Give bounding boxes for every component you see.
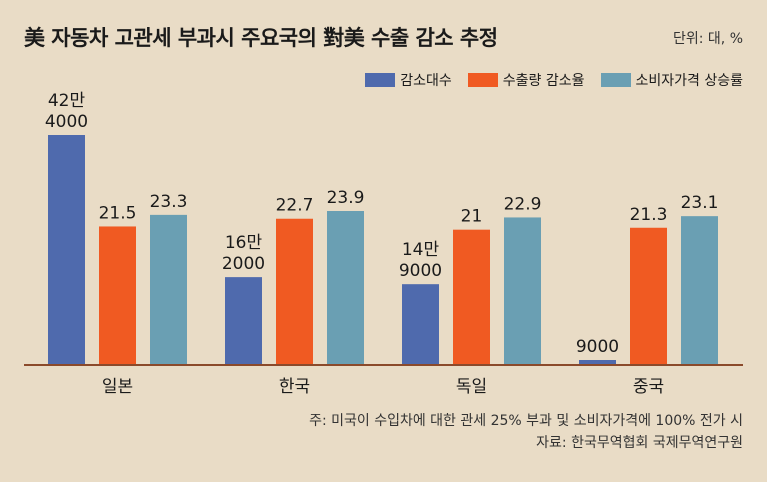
bar-독일-s1 <box>453 229 490 365</box>
data-label-한국-s2: 23.9 <box>327 188 365 208</box>
legend-swatch-count <box>365 73 396 87</box>
chart-title: 美 자동차 고관세 부과시 주요국의 對美 수출 감소 추정 <box>24 26 498 50</box>
bar-한국-s0 <box>225 277 262 365</box>
data-label-일본-s0: 42만 <box>48 91 86 111</box>
category-label-독일: 독일 <box>456 377 487 397</box>
legend-item-count: 감소대수 <box>365 70 452 90</box>
bar-중국-s2 <box>681 216 718 365</box>
note-text: 주: 미국이 수입차에 대한 관세 25% 부과 및 소비자가격에 100% 전… <box>309 413 743 429</box>
legend-item-export-rate: 수출량 감소율 <box>467 70 585 90</box>
bar-중국-s0 <box>579 360 616 365</box>
bar-중국-s1 <box>630 227 667 365</box>
legend: 감소대수 수출량 감소율 소비자가격 상승률 <box>365 70 743 90</box>
legend-label-count: 감소대수 <box>400 73 452 89</box>
bar-한국-s1 <box>276 218 313 365</box>
data-label-독일-s2: 22.9 <box>504 194 542 214</box>
bar-독일-s2 <box>504 217 541 365</box>
data-label-한국-s0: 2000 <box>222 254 265 274</box>
bar-한국-s2 <box>327 211 364 365</box>
category-label-한국: 한국 <box>279 377 310 397</box>
legend-label-price-rate: 소비자가격 상승률 <box>635 73 744 89</box>
bar-일본-s0 <box>48 135 85 365</box>
data-label-한국-s1: 22.7 <box>276 196 314 216</box>
bar-독일-s0 <box>402 284 439 365</box>
legend-swatch-price-rate <box>600 73 631 87</box>
data-label-독일-s0: 9000 <box>399 261 442 281</box>
data-label-일본-s1: 21.5 <box>99 203 137 223</box>
data-label-중국-s2: 23.1 <box>681 193 719 213</box>
footnote: 주: 미국이 수입차에 대한 관세 25% 부과 및 소비자가격에 100% 전… <box>309 410 743 454</box>
unit-label: 단위: 대, % <box>672 31 743 47</box>
data-label-일본-s0: 4000 <box>45 112 88 132</box>
data-label-중국-s0: 9000 <box>576 337 619 357</box>
data-label-일본-s2: 23.3 <box>150 192 188 212</box>
legend-label-export-rate: 수출량 감소율 <box>502 73 585 89</box>
data-label-독일-s1: 21 <box>461 207 483 227</box>
category-label-중국: 중국 <box>633 377 664 397</box>
legend-swatch-export-rate <box>467 73 498 87</box>
category-label-일본: 일본 <box>102 377 133 397</box>
legend-item-price-rate: 소비자가격 상승률 <box>600 70 744 90</box>
source-text: 자료: 한국무역협회 국제무역연구원 <box>536 435 743 451</box>
data-label-중국-s1: 21.3 <box>630 205 668 225</box>
data-label-한국-s0: 16만 <box>225 233 263 253</box>
bar-일본-s2 <box>150 214 187 365</box>
data-label-독일-s0: 14만 <box>402 240 440 260</box>
bar-일본-s1 <box>99 226 136 365</box>
